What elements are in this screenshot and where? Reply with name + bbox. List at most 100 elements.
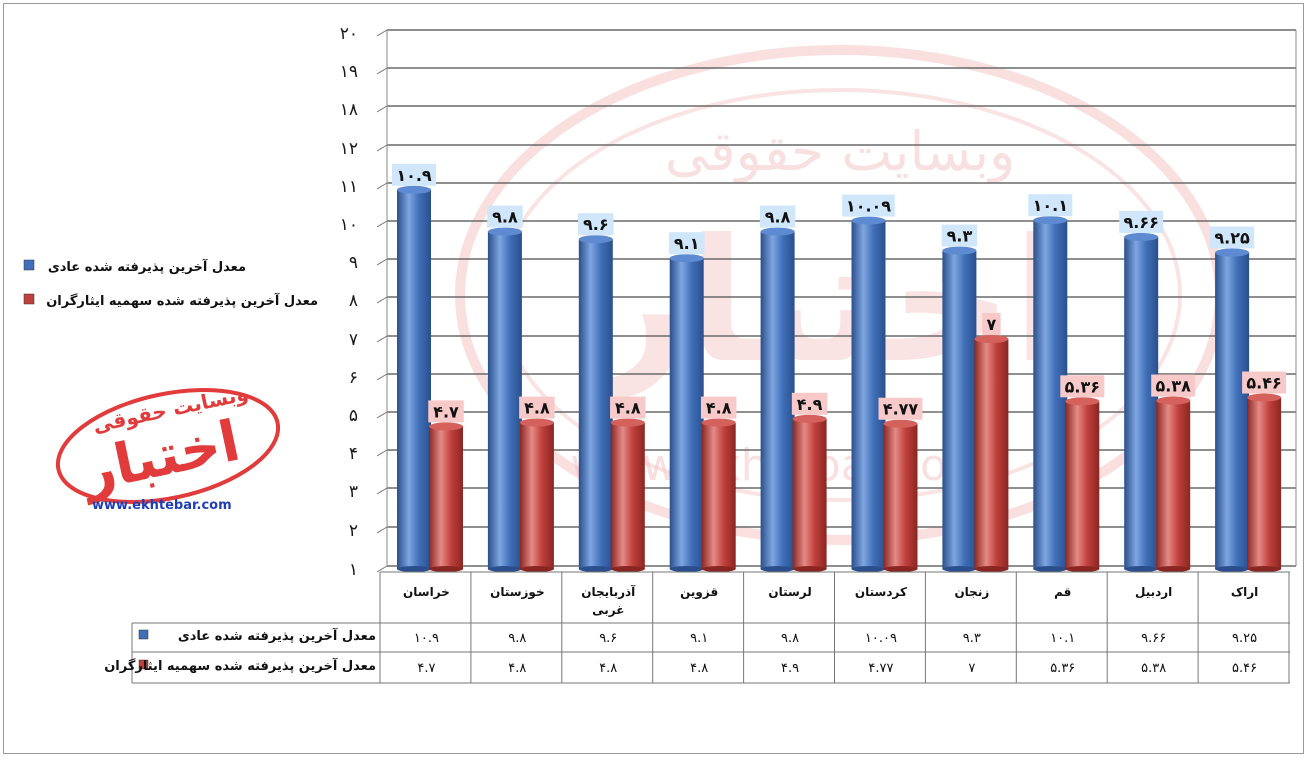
table-value: ۷	[968, 661, 975, 676]
table-value: ۱۰.۱	[1050, 631, 1075, 646]
bar-base	[1247, 566, 1282, 572]
bar-base	[792, 566, 827, 572]
data-label-bg	[578, 213, 614, 236]
data-label-bg	[519, 396, 555, 419]
bar-base	[578, 566, 613, 572]
data-label-bg	[668, 232, 705, 255]
table-value: ۹.۸	[781, 631, 799, 646]
data-label: ۵.۴۶	[1242, 371, 1287, 394]
table-value: ۴.۹	[781, 661, 799, 676]
data-label-bg	[759, 205, 796, 228]
y-tick-label: ۲	[349, 521, 358, 541]
data-label-text: ۹.۸	[765, 208, 791, 227]
category-label: کردستان	[855, 585, 907, 599]
bar-regular	[578, 235, 613, 572]
category-label: غربی	[592, 603, 624, 617]
bar-top	[1124, 232, 1159, 241]
bar-base	[851, 566, 886, 572]
data-label: ۵.۳۶	[1060, 375, 1105, 398]
data-label: ۴.۷۷	[878, 397, 923, 420]
data-label: ۴.۹	[791, 392, 828, 415]
bar-top	[669, 254, 704, 263]
y-tick-label: ۱۱	[340, 177, 358, 197]
bar-body	[792, 418, 827, 569]
bar-top	[701, 418, 736, 427]
y-tick-label: ۱۲	[340, 139, 358, 159]
data-label-text: ۹.۶	[583, 215, 609, 234]
bar-veterans	[519, 418, 554, 572]
data-label: ۹.۳	[941, 224, 978, 247]
category-label: خوزستان	[490, 585, 545, 600]
data-label-bg	[1060, 375, 1105, 398]
table-value: ۹.۲۵	[1232, 631, 1257, 646]
data-label-text: ۱۰.۰۹	[846, 197, 891, 216]
data-label-text: ۴.۷	[433, 402, 459, 421]
data-label-bg	[982, 313, 1001, 335]
table-series-name: معدل آخرین پذیرفته شده سهمیه ایثارگران	[104, 657, 376, 674]
table-value: ۹.۳	[963, 631, 981, 646]
data-label: ۴.۷	[428, 400, 464, 423]
data-label: ۹.۱	[668, 232, 705, 255]
data-label-text: ۴.۷۷	[883, 400, 919, 419]
logo-url-text: www.ekhtebar.com	[92, 498, 232, 513]
bar-base	[1124, 566, 1159, 572]
bar-top	[974, 335, 1009, 343]
grid-diagonal	[376, 526, 388, 534]
bar-top	[487, 227, 522, 236]
bar-body	[1124, 236, 1159, 570]
table-value: ۴.۸	[690, 661, 708, 676]
data-label-text: ۵.۴۶	[1246, 374, 1281, 393]
bar-body	[487, 231, 522, 569]
grid-diagonal	[376, 449, 388, 457]
bar-base	[1156, 566, 1191, 572]
table-value: ۹.۶	[599, 631, 617, 646]
bar-body	[851, 220, 886, 569]
data-label-text: ۹.۱	[674, 234, 700, 253]
bar-regular	[1124, 232, 1159, 572]
bar-veterans	[701, 418, 736, 572]
data-label-bg	[878, 397, 923, 420]
category-label: زنجان	[954, 585, 989, 599]
data-label-text: ۷	[987, 315, 997, 334]
table-value: ۵.۴۶	[1232, 661, 1257, 676]
category-label: قم	[1054, 585, 1071, 599]
data-label-text: ۵.۳۸	[1156, 377, 1192, 396]
y-tick-label: ۹	[349, 253, 358, 273]
data-label-bg	[487, 205, 523, 228]
bar-base	[487, 566, 522, 572]
data-label-bg	[700, 396, 737, 419]
table-value: ۵.۳۶	[1050, 661, 1075, 676]
bar-top	[1033, 216, 1068, 225]
bar-veterans	[974, 335, 1009, 572]
data-table: خراسان ۱۰.۹ ۴.۷ خوزستان ۹.۸ ۴.۸ آذربایجان غربی ۹…	[104, 571, 1290, 684]
bar-body	[519, 422, 554, 569]
table-value: ۱۰.۰۹	[865, 631, 897, 646]
bar-body	[701, 422, 736, 569]
grid-diagonal	[376, 220, 388, 228]
bar-regular	[851, 216, 886, 572]
y-tick-label: ۵	[349, 406, 358, 426]
bar-base	[701, 566, 736, 572]
data-label: ۷	[982, 313, 1001, 335]
y-tick-label: ۴	[349, 444, 358, 464]
data-label-bg	[1210, 226, 1255, 249]
bar-top	[1215, 248, 1250, 257]
bar-top	[883, 419, 918, 428]
bar-top	[942, 246, 977, 255]
bar-body	[974, 339, 1009, 569]
bar-veterans	[610, 418, 645, 572]
bar-top	[792, 414, 827, 423]
data-label-bg	[1242, 371, 1287, 394]
data-label-text: ۵.۳۶	[1065, 377, 1100, 396]
data-labels: ۱۰.۹ ۴.۷ ۹.۸ ۴.۸ ۹.۶ ۴.۸ ۹.۱ ۴.۸ ۹.۸ ۴.۹ ۱۰.۰۹ ۴.۷۷…	[392, 163, 1287, 423]
data-label-bg	[941, 224, 978, 247]
data-label: ۴.۸	[700, 396, 737, 419]
bar-body	[1065, 401, 1100, 569]
data-label: ۴.۸	[519, 396, 555, 419]
data-label-text: ۹.۲۵	[1214, 229, 1250, 248]
data-label: ۴.۸	[610, 396, 646, 419]
legend-label: معدل آخرین پذیرفته شده عادی	[48, 258, 246, 275]
data-label-text: ۴.۹	[797, 395, 823, 414]
